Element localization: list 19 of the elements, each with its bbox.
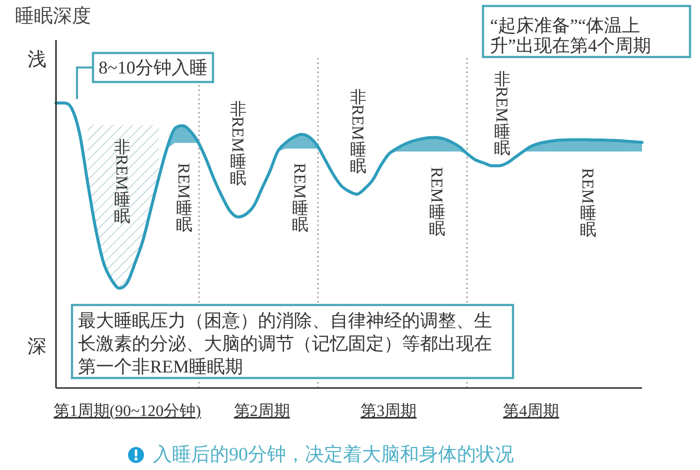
- text: 8~10分钟入睡: [98, 58, 208, 78]
- text: 深: [28, 336, 46, 358]
- annotation: 非REM睡眠: [112, 138, 132, 226]
- y-axis-title: 睡眠深度: [15, 5, 91, 27]
- x-tick-label: 第1周期(90~120分钟): [54, 402, 201, 420]
- text: “起床准备”“体温上升”出现在第4个周期: [490, 15, 651, 56]
- annotation: 非REM睡眠: [348, 88, 368, 176]
- annotation: REM睡眠: [578, 168, 598, 239]
- annotation: REM睡眠: [428, 167, 447, 238]
- x-tick-label: 第3周期: [360, 402, 417, 420]
- annotation: 非REM睡眠: [228, 100, 248, 188]
- annotation: 最大睡眠压力（困意）的消除、自律神经的调整、生长激素的分泌、大脑的调节（记忆固定）等都出现在第一个非REM睡眠期: [78, 310, 492, 376]
- x-tick-label: 第4周期: [503, 402, 560, 420]
- x-tick-label: 第2周期: [234, 402, 290, 420]
- annotation: REM睡眠: [174, 163, 194, 234]
- annotation: REM睡眠: [290, 163, 310, 234]
- annotation: 非REM睡眠: [492, 70, 512, 158]
- text: 入睡后的90分钟，决定着大脑和身体的状况: [153, 444, 514, 466]
- text: 浅: [28, 50, 46, 70]
